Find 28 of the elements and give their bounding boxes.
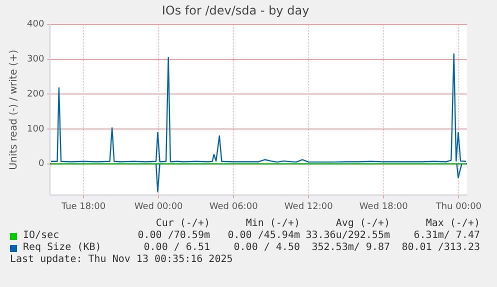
- text: 0.00 / 6.51: [142, 242, 210, 254]
- text: 0.00 / 4.50: [232, 242, 300, 254]
- y-tick-label: 0: [38, 159, 44, 170]
- x-tick-label: Wed 06:00: [209, 202, 258, 212]
- text: 0.00 /70.59m: [136, 230, 210, 242]
- legend-label: IO/sec: [23, 230, 60, 242]
- legend-label: Req Size (KB): [23, 242, 102, 254]
- x-tick-label: Tue 18:00: [60, 202, 106, 212]
- text: Max (-/+): [424, 218, 480, 230]
- x-tick-label: Wed 00:00: [134, 202, 184, 212]
- y-tick-label: 200: [26, 89, 44, 100]
- text: Cur (-/+): [154, 218, 210, 230]
- y-axis-title: Units read (-) / write (+): [8, 50, 20, 170]
- y-tick-label: 400: [26, 20, 44, 30]
- text: 352.53m/ 9.87: [310, 242, 390, 254]
- text: 0.00 /45.94m: [226, 230, 300, 242]
- x-tick-label: Thu 00:00: [434, 202, 482, 212]
- text: Min (-/+): [244, 218, 300, 230]
- chart-title: IOs for /dev/sda - by day: [162, 3, 310, 18]
- text: 6.31m/ 7.47: [412, 230, 480, 242]
- x-tick-label: Wed 18:00: [359, 202, 408, 212]
- text: Last update: Thu Nov 13 00:35:16 2025: [10, 254, 234, 266]
- text: 33.36u/292.55m: [304, 230, 390, 242]
- text: Avg (-/+): [334, 218, 390, 230]
- y-tick-label: 300: [26, 54, 44, 65]
- y-tick-label: 100: [26, 124, 44, 134]
- text: 80.01 /313.23: [400, 242, 480, 254]
- x-tick-label: Wed 12:00: [284, 202, 334, 212]
